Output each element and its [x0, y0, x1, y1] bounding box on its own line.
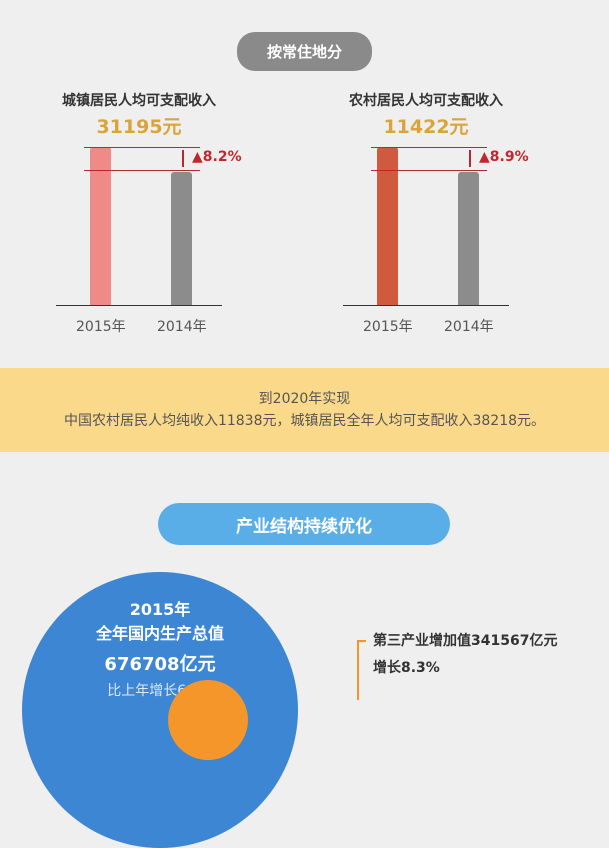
- industry-circle: [168, 680, 248, 760]
- baseline: [343, 305, 509, 306]
- gdp-circle: 2015年 全年国内生产总值 676708亿元 比上年增长6.9%: [22, 572, 298, 848]
- baseline: [56, 305, 222, 306]
- gdp-growth: 比上年增长6.9%: [107, 683, 213, 699]
- year-label: 2014年: [157, 319, 207, 335]
- growth-arrow-icon: [469, 150, 471, 168]
- chart-value: 11422元: [383, 116, 469, 138]
- bar-0: [90, 147, 111, 305]
- target-2020-banner: 到2020年实现 中国农村居民人均纯收入11838元，城镇居民全年人均可支配收入…: [0, 368, 609, 452]
- bar-0: [377, 147, 398, 305]
- growth-label: ▲8.9%: [479, 149, 529, 165]
- growth-label: ▲8.2%: [192, 149, 242, 165]
- growth-arrow-icon: [182, 150, 184, 168]
- gdp-value: 676708亿元: [104, 654, 216, 675]
- bar-1: [171, 172, 192, 305]
- gdp-title: 全年国内生产总值: [95, 624, 224, 643]
- ref-line-bottom: [371, 170, 487, 172]
- section-label-residence: 按常住地分: [237, 32, 372, 71]
- connector-tick: [357, 640, 366, 642]
- ref-line-top: [84, 147, 200, 148]
- ref-line-bottom: [84, 170, 200, 172]
- chart-value: 31195元: [96, 116, 182, 138]
- chart-title: 农村居民人均可支配收入: [349, 93, 503, 109]
- year-label: 2014年: [444, 319, 494, 335]
- year-label: 2015年: [363, 319, 413, 335]
- year-label: 2015年: [76, 319, 126, 335]
- connector-line: [357, 640, 359, 700]
- section-label-industry: 产业结构持续优化: [158, 503, 450, 545]
- tertiary-value: 第三产业增加值341567亿元: [373, 633, 558, 649]
- bar-1: [458, 172, 479, 305]
- chart-title: 城镇居民人均可支配收入: [62, 93, 216, 109]
- banner-line2: 中国农村居民人均纯收入11838元，城镇居民全年人均可支配收入38218元。: [63, 413, 546, 429]
- tertiary-growth: 增长8.3%: [373, 660, 440, 676]
- ref-line-top: [371, 147, 487, 148]
- gdp-year: 2015年: [129, 600, 191, 619]
- banner-line1: 到2020年实现: [258, 391, 351, 407]
